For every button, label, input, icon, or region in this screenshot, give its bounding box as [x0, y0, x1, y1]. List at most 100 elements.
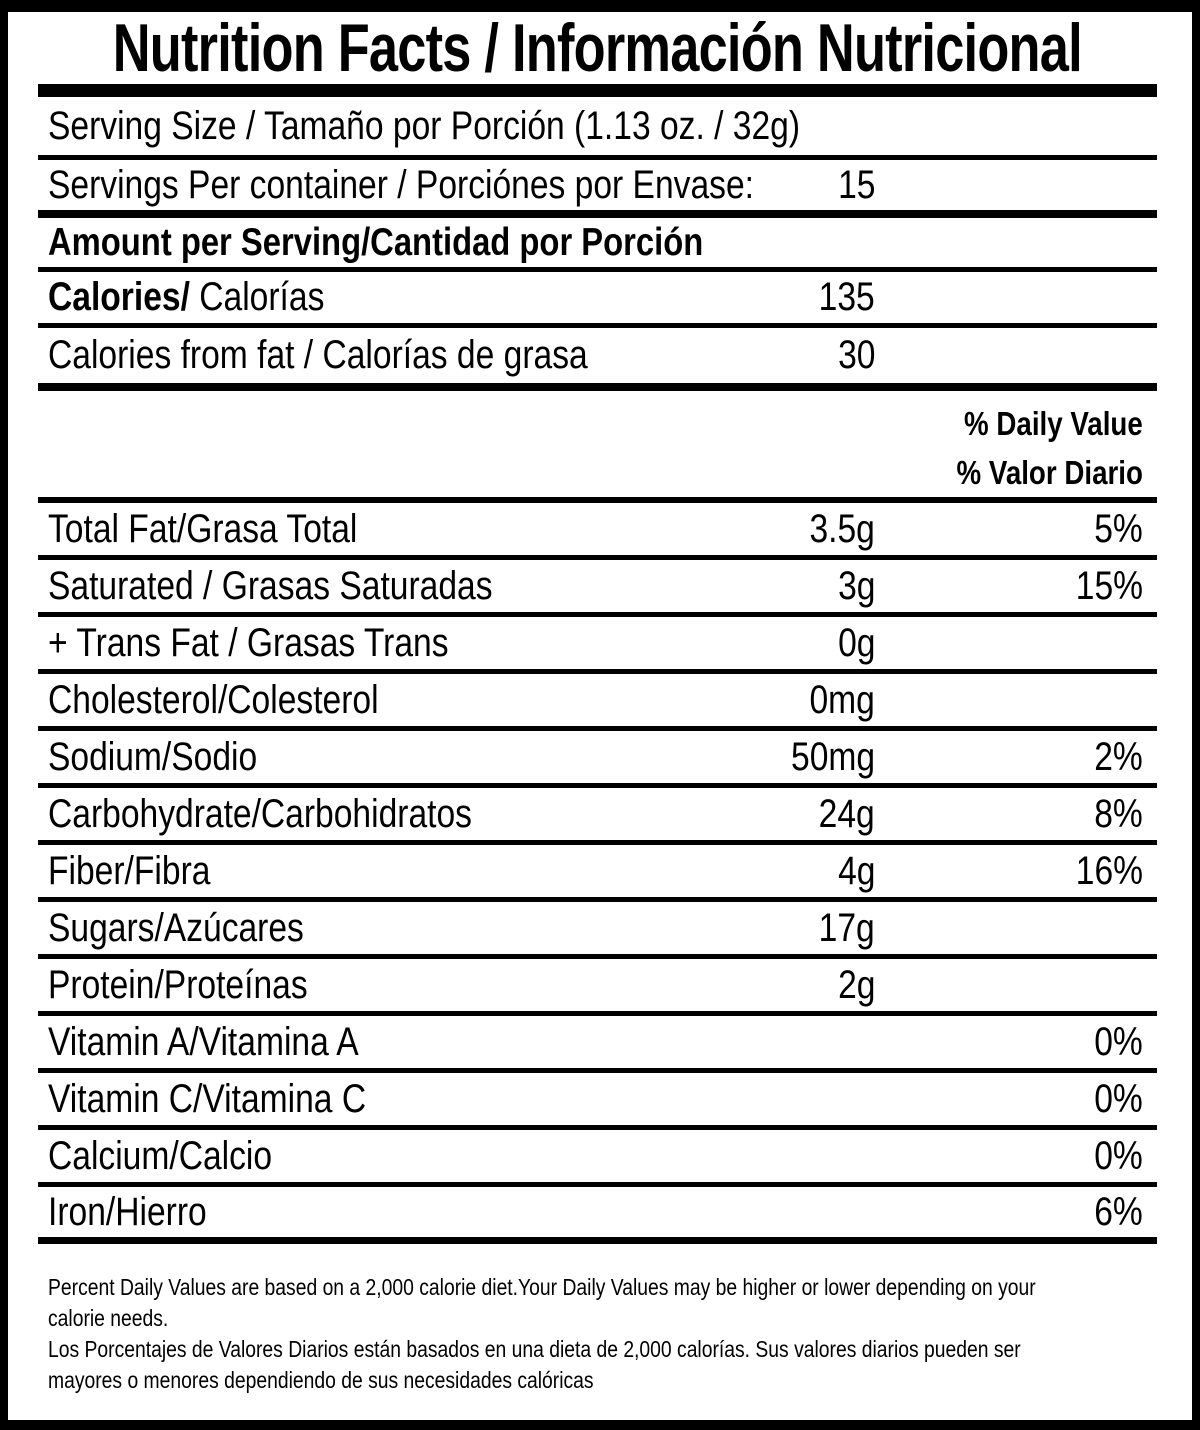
nutrition-rows: Serving Size / Tamaño por Porción (1.13 … [38, 97, 1157, 1244]
row-label: Calories from fat / Calorías de grasa [48, 333, 715, 378]
row-percent-text: 15% [1075, 563, 1143, 608]
row-label: Saturated / Grasas Saturadas [48, 564, 715, 609]
row-cholesterol: Cholesterol/Colesterol 0mg [38, 674, 1157, 731]
row-label-text: + Trans Fat / Grasas Trans [48, 620, 449, 665]
row-percent: 0% [875, 1134, 1157, 1179]
row-label-text: Serving Size / Tamaño por Porción (1.13 … [48, 103, 801, 148]
row-percent: 8% [875, 792, 1157, 837]
row-percent: 2% [875, 735, 1157, 780]
row-label-text: Saturated / Grasas Saturadas [48, 563, 493, 608]
row-percent: 16% [875, 849, 1157, 894]
row-saturated-fat: Saturated / Grasas Saturadas 3g 15% [38, 560, 1157, 617]
row-percent: 5% [875, 507, 1157, 552]
row-amount: 135 [715, 275, 875, 320]
label-title-area: Nutrition Facts / Información Nutriciona… [38, 12, 1157, 86]
row-percent: 15% [875, 564, 1157, 609]
row-percent: 0% [875, 1020, 1157, 1065]
row-amount-text: 30 [837, 333, 875, 377]
row-amount: 15 [715, 163, 875, 208]
row-label-text: Cholesterol/Colesterol [48, 677, 379, 722]
row-amount-text: 3.5g [809, 506, 875, 551]
row-label-text: Sodium/Sodio [48, 734, 258, 779]
row-amount-text: 24g [818, 791, 875, 836]
row-percent-text: 0% [1094, 1019, 1143, 1064]
row-label: Vitamin C/Vitamina C [48, 1077, 715, 1122]
row-vitamin-a: Vitamin A/Vitamina A 0% [38, 1016, 1157, 1073]
row-label: Fiber/Fibra [48, 849, 715, 894]
row-amount-text: 3g [837, 563, 875, 608]
row-amount: 2g [715, 963, 875, 1008]
row-label: Calcium/Calcio [48, 1134, 715, 1179]
amount-per-serving-header: Amount per Serving/Cantidad por Porción [38, 218, 1157, 272]
row-percent: 0% [875, 1077, 1157, 1122]
row-percent: 6% [875, 1190, 1157, 1235]
row-fiber: Fiber/Fibra 4g 16% [38, 845, 1157, 902]
row-label-text: Protein/Proteínas [48, 962, 308, 1007]
row-protein: Protein/Proteínas 2g [38, 959, 1157, 1016]
footnote-text: mayores o menores dependiendo de sus nec… [48, 1367, 594, 1393]
daily-value-header: % Daily Value % Valor Diario [38, 391, 1157, 503]
row-carbohydrate: Carbohydrate/Carbohidratos 24g 8% [38, 788, 1157, 845]
daily-value-header-text: % Valor Diario [956, 453, 1143, 491]
footnote-text: Los Porcentajes de Valores Diarios están… [48, 1336, 1021, 1362]
row-label-text: Calories from fat / Calorías de grasa [48, 333, 588, 377]
row-label: Carbohydrate/Carbohidratos [48, 792, 715, 837]
row-label-text: Carbohydrate/Carbohidratos [48, 791, 472, 836]
footnote-line: calorie needs. [48, 1303, 1157, 1334]
row-label-text: Total Fat/Grasa Total [48, 506, 358, 551]
row-label: Total Fat/Grasa Total [48, 507, 715, 552]
footnote-line: Percent Daily Values are based on a 2,00… [48, 1272, 1157, 1303]
row-percent-text: 0% [1094, 1076, 1143, 1121]
row-sugars: Sugars/Azúcares 17g [38, 902, 1157, 959]
footnotes: Percent Daily Values are based on a 2,00… [38, 1244, 1157, 1396]
row-label: Amount per Serving/Cantidad por Porción [48, 221, 715, 265]
footnote-text: Percent Daily Values are based on a 2,00… [48, 1274, 1036, 1300]
row-amount: 17g [715, 906, 875, 951]
row-calcium: Calcium/Calcio 0% [38, 1130, 1157, 1187]
daily-value-header-line: % Valor Diario [38, 448, 1143, 497]
row-label: Servings Per container / Porciónes por E… [48, 163, 754, 208]
row-amount-text: 0g [837, 620, 875, 665]
row-label-text: Amount per Serving/Cantidad por Porción [48, 220, 704, 264]
row-iron: Iron/Hierro 6% [38, 1187, 1157, 1244]
row-label: Sodium/Sodio [48, 735, 715, 780]
serving-size-row: Serving Size / Tamaño por Porción (1.13 … [38, 97, 1157, 160]
row-label-text: Iron/Hierro [48, 1189, 207, 1234]
row-amount: 3g [715, 564, 875, 609]
row-label-text: Sugars/Azúcares [48, 905, 304, 950]
row-amount-text: 0mg [809, 677, 875, 722]
row-amount-text: 17g [818, 905, 875, 950]
row-vitamin-c: Vitamin C/Vitamina C 0% [38, 1073, 1157, 1130]
servings-per-container-row: Servings Per container / Porciónes por E… [38, 160, 1157, 218]
title-divider-bar [38, 84, 1157, 97]
row-percent-text: 16% [1075, 848, 1143, 893]
row-label-text: Vitamin A/Vitamina A [48, 1019, 359, 1064]
row-percent-text: 8% [1094, 791, 1143, 836]
row-amount-text: 2g [837, 962, 875, 1007]
row-label: Iron/Hierro [48, 1190, 715, 1235]
row-total-fat: Total Fat/Grasa Total 3.5g 5% [38, 503, 1157, 560]
row-trans-fat: + Trans Fat / Grasas Trans 0g [38, 617, 1157, 674]
row-amount: 4g [715, 849, 875, 894]
footnote-line: Los Porcentajes de Valores Diarios están… [48, 1334, 1157, 1365]
row-label-text: Calories/ Calorías [48, 275, 325, 319]
row-percent-text: 6% [1094, 1189, 1143, 1234]
row-amount-text: 50mg [790, 734, 875, 779]
row-amount: 24g [715, 792, 875, 837]
row-label: Calories/ Calorías [48, 275, 715, 320]
daily-value-header-line: % Daily Value [38, 399, 1143, 448]
row-label: Vitamin A/Vitamina A [48, 1020, 715, 1065]
row-amount-text: 15 [837, 162, 875, 207]
row-label: Protein/Proteínas [48, 963, 715, 1008]
row-amount: 50mg [715, 735, 875, 780]
row-percent-text: 5% [1094, 506, 1143, 551]
row-sodium: Sodium/Sodio 50mg 2% [38, 731, 1157, 788]
row-amount-text: 135 [818, 275, 875, 319]
row-label: + Trans Fat / Grasas Trans [48, 621, 715, 666]
row-percent-text: 0% [1094, 1133, 1143, 1178]
row-percent-text: 2% [1094, 734, 1143, 779]
row-amount: 3.5g [715, 507, 875, 552]
row-amount: 30 [715, 333, 875, 378]
footnote-text: calorie needs. [48, 1305, 169, 1331]
